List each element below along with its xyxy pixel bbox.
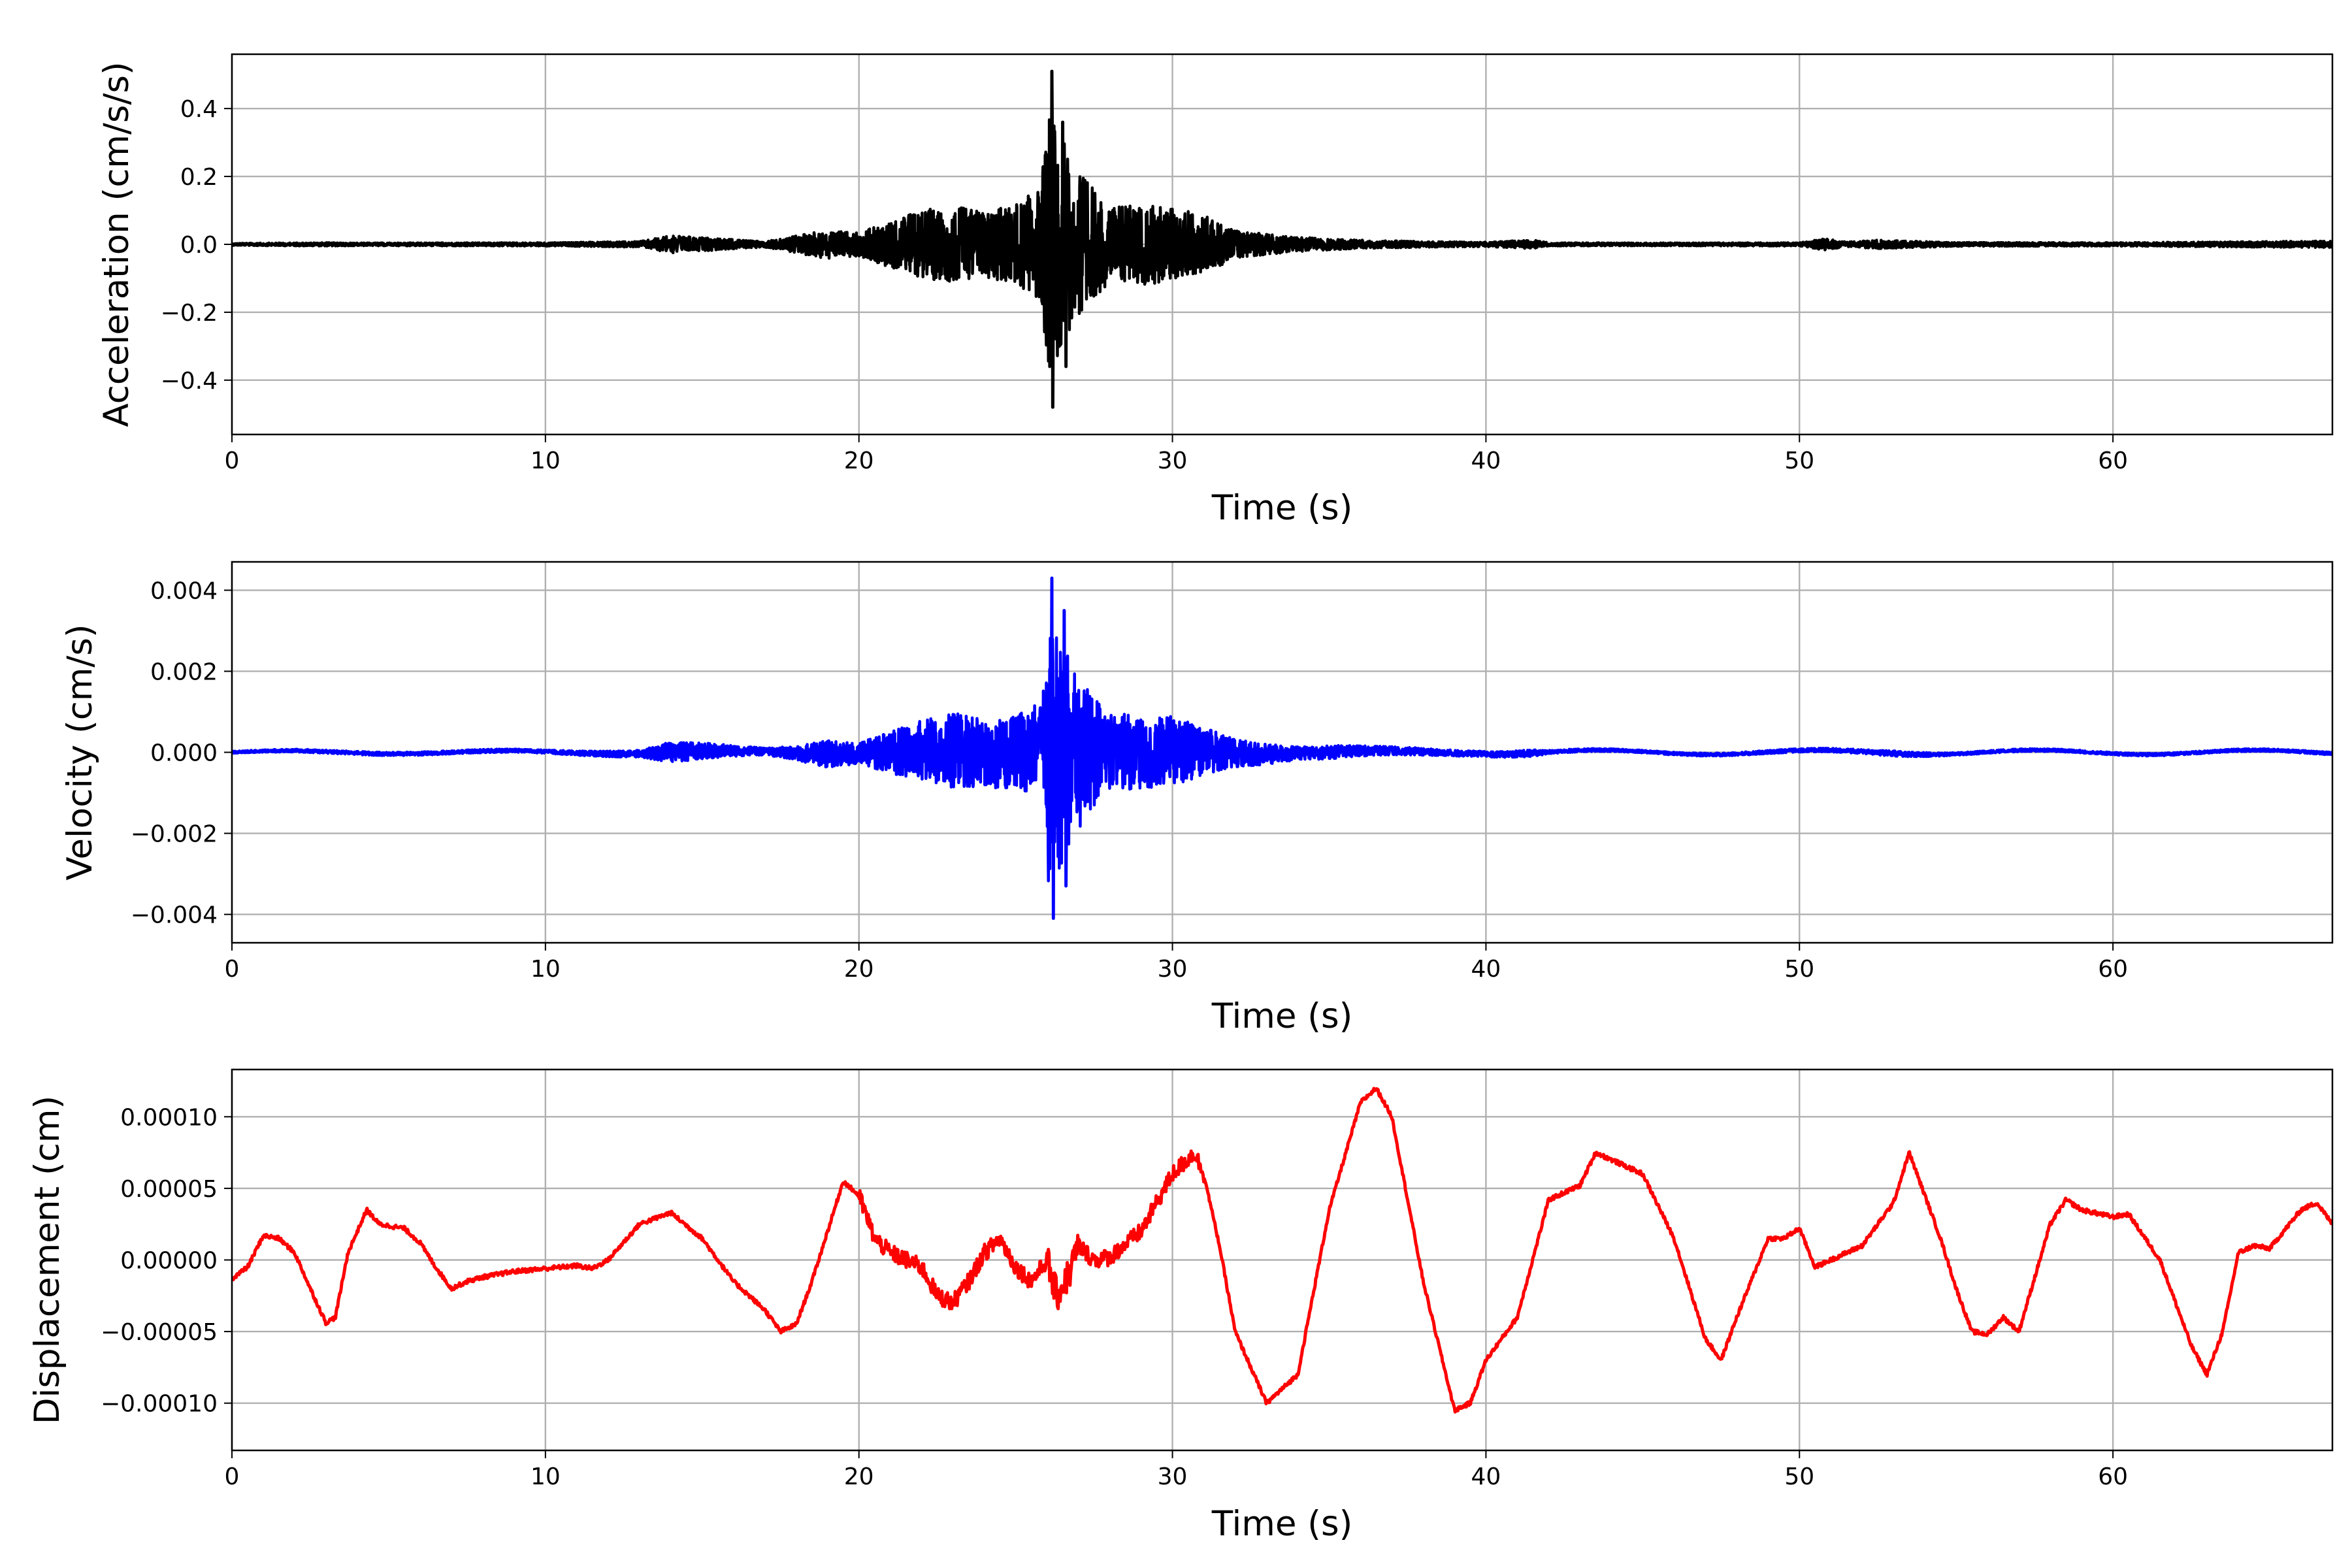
- displacement-y-tick-label: 0.00010: [120, 1104, 218, 1131]
- acceleration-y-tick-label: 0.0: [180, 232, 218, 259]
- velocity-y-tick-label: −0.004: [131, 902, 218, 929]
- velocity-y-tick-label: 0.002: [150, 659, 218, 685]
- velocity-x-tick-label: 40: [1471, 956, 1501, 983]
- displacement-y-tick-label: −0.00010: [101, 1391, 218, 1418]
- displacement-x-tick-label: 10: [531, 1463, 561, 1490]
- velocity-x-tick-label: 60: [2098, 956, 2128, 983]
- displacement-panel: 0 10 20 30 40 50 60 −0.00010 −0.00005 0.00000 0.00…: [27, 1068, 2334, 1544]
- velocity-x-tick-label: 30: [1158, 956, 1188, 983]
- displacement-x-axis-label: Time (s): [1211, 1504, 1353, 1544]
- displacement-y-tick-label: −0.00005: [101, 1319, 218, 1346]
- displacement-x-tick-label: 40: [1471, 1463, 1501, 1490]
- displacement-x-tick-label: 0: [225, 1463, 240, 1490]
- acceleration-y-tick-label: 0.2: [180, 164, 218, 191]
- velocity-y-tick-label: 0.004: [150, 578, 218, 604]
- displacement-x-tick-label: 30: [1158, 1463, 1188, 1490]
- acceleration-y-tick-label: −0.2: [161, 300, 218, 327]
- acceleration-panel: 0 10 20 30 40 50 60 −0.4 −0.2 0.0 0.2 0.4 Time (s) Ac…: [97, 53, 2334, 528]
- acceleration-x-tick-label: 20: [844, 448, 874, 474]
- acceleration-x-tick-label: 40: [1471, 448, 1501, 474]
- acceleration-series-line: [232, 69, 2332, 409]
- velocity-x-tick-label: 20: [844, 956, 874, 983]
- velocity-panel: 0 10 20 30 40 50 60 −0.004 −0.002 0.000 0.002 0.004…: [60, 561, 2334, 1036]
- velocity-x-axis-label: Time (s): [1211, 996, 1353, 1036]
- acceleration-x-tick-label: 30: [1158, 448, 1188, 474]
- displacement-y-tick-label: 0.00000: [120, 1248, 218, 1275]
- acceleration-x-tick-label: 60: [2098, 448, 2128, 474]
- displacement-x-tick-label: 60: [2098, 1463, 2128, 1490]
- acceleration-y-tick-label: 0.4: [180, 96, 218, 123]
- velocity-y-axis-label: Velocity (cm/s): [60, 624, 100, 880]
- velocity-axes-frame: [231, 561, 2334, 944]
- displacement-axes-frame: [231, 1068, 2334, 1452]
- acceleration-x-tick-label: 0: [225, 448, 240, 474]
- displacement-x-tick-label: 20: [844, 1463, 874, 1490]
- velocity-y-tick-label: 0.000: [150, 740, 218, 767]
- displacement-y-axis-label: Displacement (cm): [27, 1096, 67, 1424]
- acceleration-y-tick-label: −0.4: [161, 368, 218, 395]
- velocity-y-tick-label: −0.002: [131, 821, 218, 848]
- velocity-x-tick-label: 50: [1784, 956, 1814, 983]
- displacement-series-line: [232, 1086, 2332, 1414]
- acceleration-x-tick-label: 10: [531, 448, 561, 474]
- acceleration-axes-frame: [231, 53, 2334, 436]
- acceleration-x-tick-label: 50: [1784, 448, 1814, 474]
- acceleration-x-axis-label: Time (s): [1211, 488, 1353, 528]
- acceleration-y-axis-label: Acceleration (cm/s/s): [97, 61, 137, 427]
- velocity-series-line: [232, 576, 2332, 921]
- velocity-x-tick-label: 10: [531, 956, 561, 983]
- velocity-x-tick-label: 0: [225, 956, 240, 983]
- displacement-y-tick-label: 0.00005: [120, 1176, 218, 1203]
- displacement-x-tick-label: 50: [1784, 1463, 1814, 1490]
